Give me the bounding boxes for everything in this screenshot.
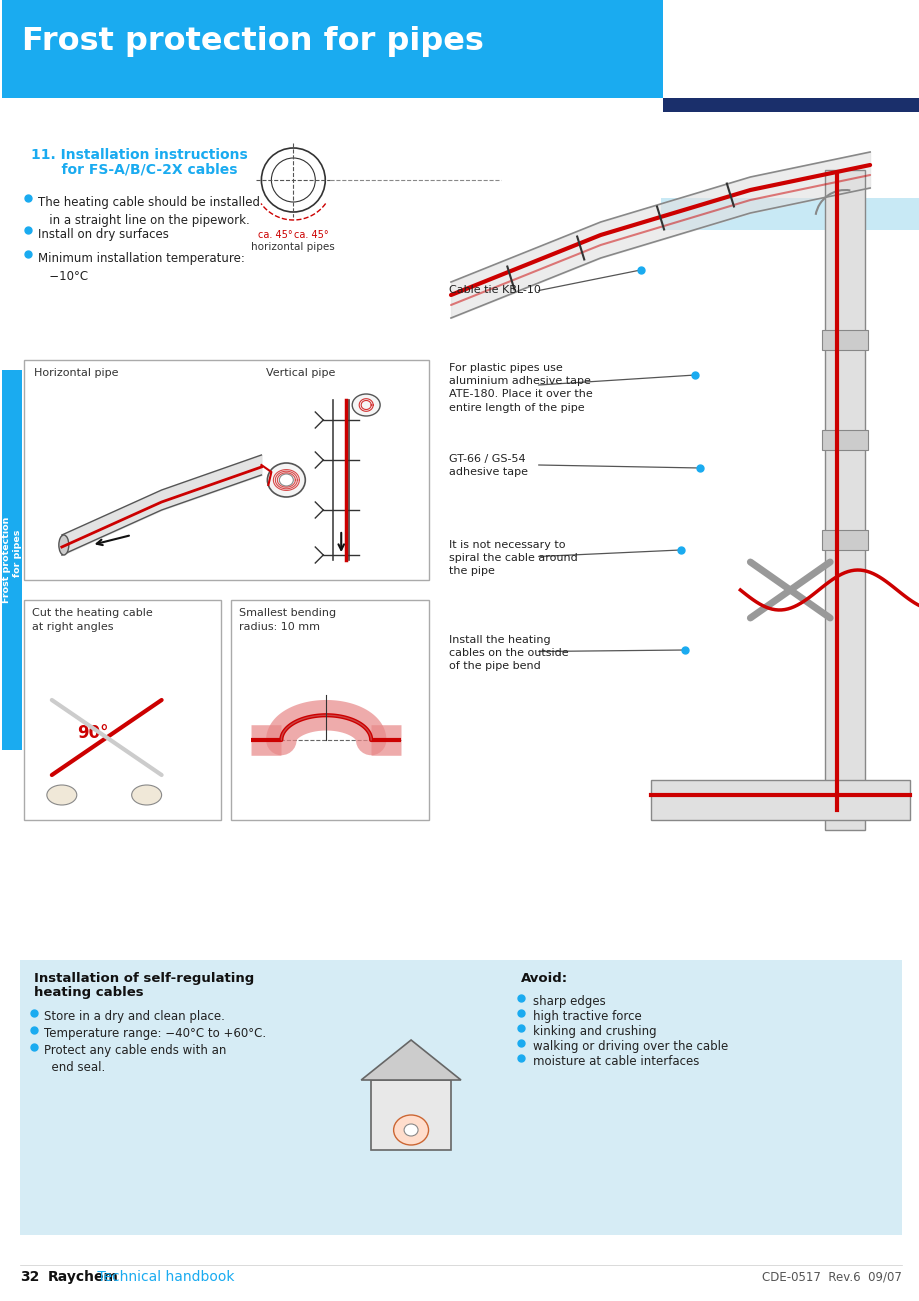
Text: kinking and crushing: kinking and crushing <box>532 1025 656 1038</box>
Ellipse shape <box>393 1115 428 1145</box>
Text: Installation of self-regulating: Installation of self-regulating <box>34 972 254 985</box>
Text: Frost protection for pipes: Frost protection for pipes <box>22 26 483 57</box>
Text: 32: 32 <box>20 1270 40 1284</box>
Bar <box>662 98 919 112</box>
Text: It is not necessary to
spiral the cable around
the pipe: It is not necessary to spiral the cable … <box>448 540 577 576</box>
Bar <box>20 960 901 1235</box>
Bar <box>822 530 868 550</box>
Bar <box>662 14 919 98</box>
Text: Protect any cable ends with an
  end seal.: Protect any cable ends with an end seal. <box>44 1043 226 1075</box>
Text: Horizontal pipe: Horizontal pipe <box>34 368 119 379</box>
Bar <box>822 431 868 450</box>
Text: for FS-A/B/C-2X cables: for FS-A/B/C-2X cables <box>42 163 237 176</box>
FancyBboxPatch shape <box>232 600 428 820</box>
Text: Technical handbook: Technical handbook <box>93 1270 234 1284</box>
Ellipse shape <box>59 535 69 556</box>
Bar <box>650 781 909 820</box>
Ellipse shape <box>47 785 76 805</box>
Bar <box>370 1080 450 1150</box>
Text: moisture at cable interfaces: moisture at cable interfaces <box>532 1055 698 1068</box>
Text: Avoid:: Avoid: <box>520 972 567 985</box>
Text: Minimum installation temperature:
   −10°C: Minimum installation temperature: −10°C <box>38 252 244 284</box>
Text: heating cables: heating cables <box>34 986 143 999</box>
Ellipse shape <box>131 785 162 805</box>
Text: Store in a dry and clean place.: Store in a dry and clean place. <box>44 1010 224 1023</box>
Text: high tractive force: high tractive force <box>532 1010 641 1023</box>
Text: Install on dry surfaces: Install on dry surfaces <box>38 228 168 241</box>
Polygon shape <box>361 1039 460 1080</box>
Text: Install the heating
cables on the outside
of the pipe bend: Install the heating cables on the outsid… <box>448 635 568 671</box>
FancyBboxPatch shape <box>24 600 221 820</box>
Text: 11. Installation instructions: 11. Installation instructions <box>31 148 248 163</box>
Ellipse shape <box>267 463 305 497</box>
Text: horizontal pipes: horizontal pipes <box>251 242 335 252</box>
Ellipse shape <box>279 474 293 487</box>
Text: Frost protection
    for pipes: Frost protection for pipes <box>2 516 22 604</box>
Ellipse shape <box>403 1124 417 1136</box>
Text: CDE-0517  Rev.6  09/07: CDE-0517 Rev.6 09/07 <box>761 1270 901 1283</box>
Text: Cut the heating cable
at right angles: Cut the heating cable at right angles <box>32 608 153 632</box>
Text: Raychem: Raychem <box>48 1270 119 1284</box>
Ellipse shape <box>352 394 380 416</box>
Bar <box>660 198 919 230</box>
Text: ca. 45°: ca. 45° <box>257 230 292 239</box>
Text: The heating cable should be installed
   in a straight line on the pipework.: The heating cable should be installed in… <box>38 196 259 226</box>
FancyBboxPatch shape <box>24 360 428 580</box>
Text: For plastic pipes use
aluminium adhesive tape
ATE-180. Place it over the
entire : For plastic pipes use aluminium adhesive… <box>448 363 592 412</box>
Text: 90°: 90° <box>76 723 108 742</box>
Text: Vertical pipe: Vertical pipe <box>267 368 335 379</box>
Text: Temperature range: −40°C to +60°C.: Temperature range: −40°C to +60°C. <box>44 1026 266 1039</box>
Bar <box>2 0 662 98</box>
Bar <box>2 369 22 749</box>
Text: walking or driving over the cable: walking or driving over the cable <box>532 1039 727 1053</box>
Bar <box>824 170 864 830</box>
Text: sharp edges: sharp edges <box>532 995 605 1008</box>
Text: Cable tie KBL-10: Cable tie KBL-10 <box>448 285 540 295</box>
Bar <box>822 330 868 350</box>
Text: GT-66 / GS-54
adhesive tape: GT-66 / GS-54 adhesive tape <box>448 454 528 477</box>
Text: ca. 45°: ca. 45° <box>294 230 328 239</box>
Text: Smallest bending
radius: 10 mm: Smallest bending radius: 10 mm <box>239 608 336 632</box>
